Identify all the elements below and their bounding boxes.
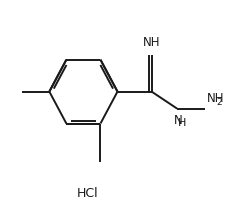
Text: NH: NH <box>143 36 160 49</box>
Text: N: N <box>174 114 183 127</box>
Text: HCl: HCl <box>77 187 98 200</box>
Text: 2: 2 <box>216 98 222 107</box>
Text: H: H <box>178 118 187 128</box>
Text: NH: NH <box>207 92 224 105</box>
